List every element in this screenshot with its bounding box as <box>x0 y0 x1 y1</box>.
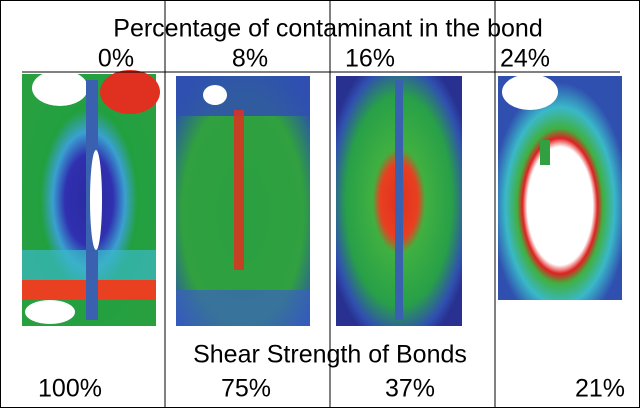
percentage-label: 0% <box>98 45 134 73</box>
heatmap-panel <box>498 74 622 300</box>
heatmap-panel <box>176 76 310 326</box>
figure: Percentage of contaminant in the bond 0%… <box>0 0 640 408</box>
heatmap-panel <box>22 70 160 326</box>
percentage-label: 24% <box>500 45 550 73</box>
strength-label: 100% <box>38 375 102 403</box>
percentage-label: 16% <box>345 45 395 73</box>
percentage-label: 8% <box>232 45 268 73</box>
footer-title: Shear Strength of Bonds <box>193 341 467 369</box>
strength-label: 37% <box>385 375 435 403</box>
heatmap-panel <box>336 76 462 326</box>
strength-label: 21% <box>575 375 625 403</box>
strength-label: 75% <box>221 375 271 403</box>
header-title: Percentage of contaminant in the bond <box>113 15 542 43</box>
